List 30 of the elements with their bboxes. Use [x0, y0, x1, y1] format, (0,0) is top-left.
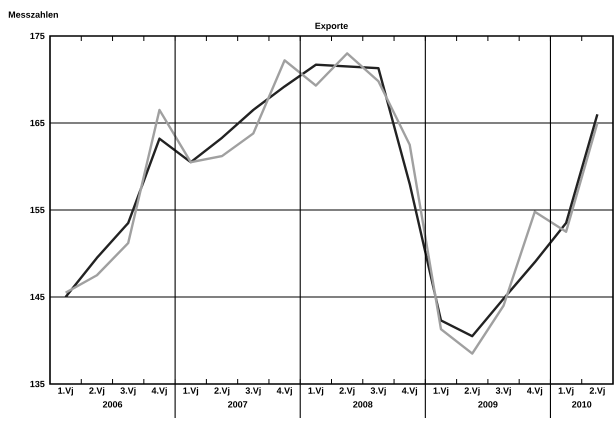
chart-title: Exporte: [315, 22, 348, 31]
y-tick-label: 135: [30, 380, 45, 388]
y-tick-label: 175: [30, 32, 45, 40]
x-tick-label: 1.Vj: [308, 387, 324, 396]
x-tick-label: 1.Vj: [183, 387, 198, 396]
x-tick-label: 4.Vj: [276, 387, 292, 396]
x-tick-label: 3.Vj: [370, 387, 386, 396]
y-tick-label: 145: [30, 294, 45, 300]
text: 2008: [353, 401, 372, 408]
x-tick-label: 2.Vj: [89, 387, 104, 396]
x-tick-label: 4.Vj: [526, 387, 542, 396]
y-tick-label: 155: [30, 206, 45, 214]
text: 2006: [102, 401, 122, 408]
x-tick-label: 3.Vj: [496, 387, 511, 396]
x-tick-label: 1.Vj: [558, 387, 574, 396]
x-tick-label: 1.Vj: [58, 387, 73, 396]
text: 2010: [572, 401, 592, 408]
x-tick-label: 4.Vj: [402, 387, 418, 396]
x-tick-label: 2.Vj: [590, 387, 605, 396]
x-tick-label: 1.Vj: [434, 387, 448, 396]
y-tick-label: 165: [30, 120, 45, 126]
x-tick-label: 4.Vj: [152, 387, 167, 396]
x-tick-label: 2.Vj: [464, 387, 480, 396]
x-tick-label: 2.Vj: [339, 387, 354, 396]
x-tick-label: 3.Vj: [246, 387, 261, 396]
text: 2007: [228, 401, 248, 408]
text: 2009: [478, 401, 498, 408]
x-tick-label: 2.Vj: [214, 387, 230, 396]
x-tick-label: 3.Vj: [120, 387, 136, 396]
y-axis-title: Messzahlen: [8, 11, 58, 18]
